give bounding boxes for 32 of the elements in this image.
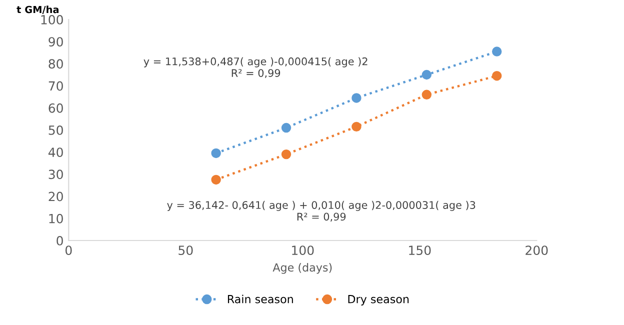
- annotation: y = 36,142- 0,641( age ) + 0,010( age )2-0,000031( age )3 R² = 0,99: [167, 200, 476, 222]
- point: [281, 149, 292, 160]
- point: [492, 70, 502, 81]
- point: [352, 93, 362, 103]
- point: [422, 70, 432, 80]
- point: [211, 174, 221, 185]
- y-tick-label: 30: [48, 170, 63, 180]
- legend-label: Dry season: [348, 295, 409, 306]
- x-tick-label: 100: [292, 246, 314, 256]
- y-tick-label: 60: [48, 103, 63, 113]
- y-tick-label: 0: [56, 236, 63, 246]
- y-tick-label: 10: [49, 214, 63, 224]
- y-tick-label: 100: [41, 14, 63, 24]
- x-tick-label: 200: [526, 246, 548, 256]
- point: [352, 122, 362, 132]
- annotation: y = 11,538+0,487( age )-0,000415( age )2 R² = 0,99: [144, 57, 368, 78]
- point: [211, 148, 221, 158]
- y-tick-label: 80: [48, 59, 63, 69]
- y-tick-label: 50: [48, 125, 63, 135]
- y-axis-title: t GM/ha: [16, 6, 59, 14]
- y-tick-label: 70: [48, 81, 63, 91]
- y-tick-label: 40: [48, 148, 63, 158]
- legend-label: Rain season: [228, 294, 293, 304]
- point: [281, 122, 292, 133]
- y-tick-label: 20: [48, 192, 63, 202]
- point: [492, 46, 502, 56]
- x-axis-title: Age (days): [272, 263, 332, 274]
- y-tick-label: 90: [48, 37, 63, 47]
- x-tick-label: 0: [65, 246, 72, 256]
- x-tick-label: 150: [409, 246, 431, 256]
- x-tick-label: 50: [178, 246, 193, 256]
- point: [422, 90, 432, 100]
